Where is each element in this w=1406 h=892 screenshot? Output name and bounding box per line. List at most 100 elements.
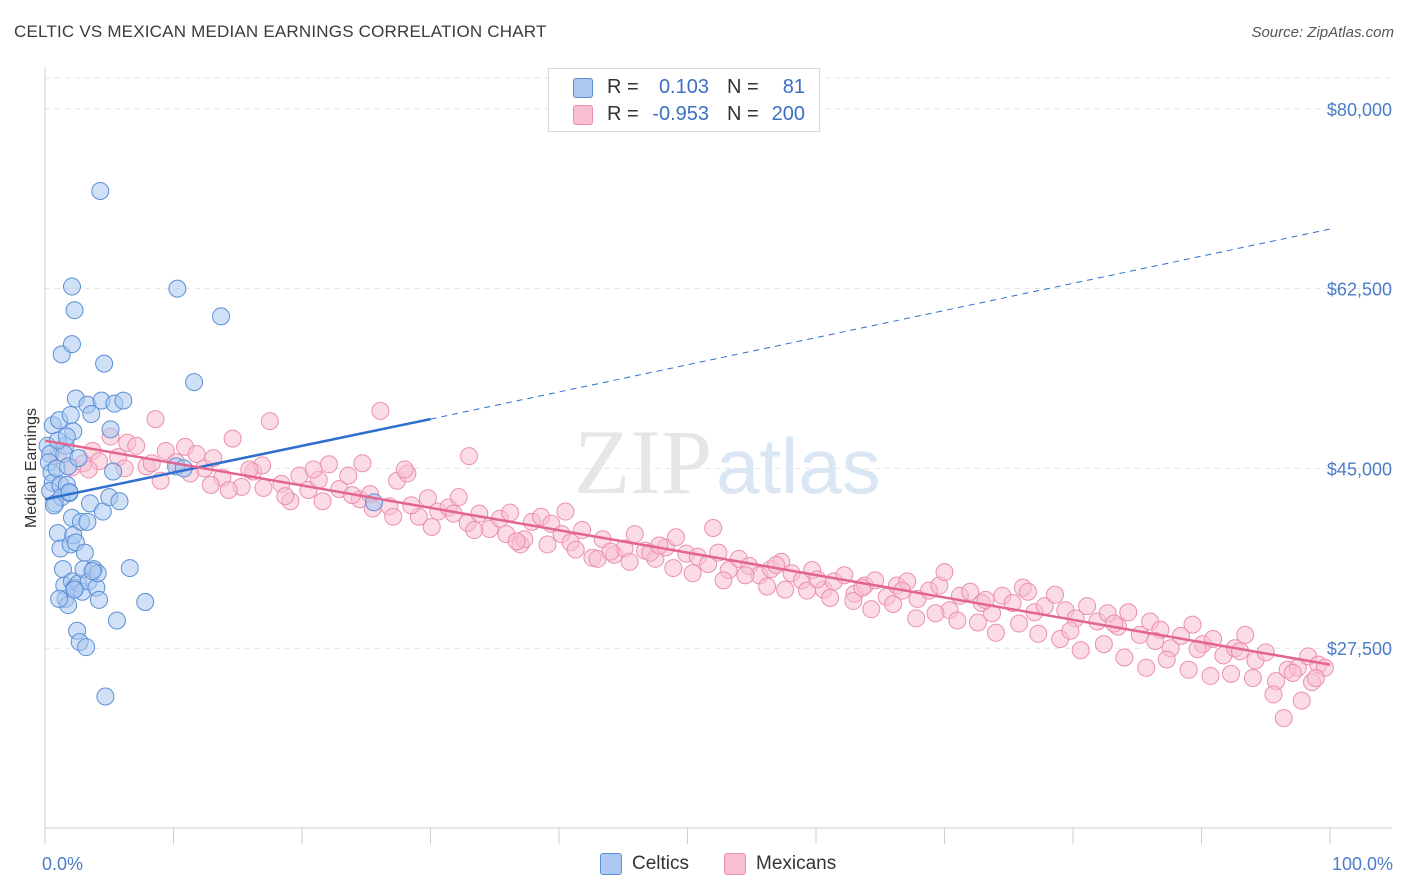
watermark-zip: ZIP — [574, 411, 712, 513]
legend-r-label: R = — [607, 76, 639, 98]
mexicans-point — [601, 542, 620, 561]
celtics-point — [110, 492, 129, 511]
mexicans-point — [465, 521, 484, 540]
y-tick-label: $62,500 — [1327, 280, 1392, 300]
mexicans-point — [704, 519, 723, 537]
mexicans-point — [844, 591, 863, 610]
mexicans-point — [470, 504, 489, 523]
mexicans-point — [371, 401, 390, 420]
mexicans-point — [1029, 624, 1048, 643]
celtics-point — [77, 638, 96, 657]
chart-title: CELTIC VS MEXICAN MEDIAN EARNINGS CORREL… — [14, 22, 547, 41]
mexicans-point — [201, 475, 220, 494]
mexicans-point — [926, 604, 945, 623]
mexicans-point — [1274, 709, 1293, 728]
mexicans-point — [460, 447, 479, 466]
celtics-point — [104, 462, 123, 481]
mexicans-point — [1146, 632, 1165, 651]
mexicans-point — [758, 577, 777, 596]
grid-lines — [45, 77, 1392, 649]
legend-n-value: 81 — [782, 76, 805, 98]
mexicans-point — [907, 609, 926, 628]
legend-r-value: -0.953 — [652, 103, 709, 125]
celtics-legend-label: Celtics — [632, 853, 690, 874]
mexicans-point — [884, 595, 903, 614]
mexicans-point — [156, 441, 175, 460]
mexicans-point — [146, 410, 165, 429]
celtics-point — [185, 373, 204, 392]
mexicans-point — [1264, 685, 1283, 704]
mexicans-point — [862, 600, 881, 619]
mexicans-point — [556, 502, 575, 521]
mexicans-point — [1010, 614, 1029, 633]
mexicans-point — [449, 488, 468, 507]
mexicans-point — [1157, 650, 1176, 669]
celtics-trend-line — [44, 417, 431, 501]
mexicans-point — [798, 581, 817, 600]
mexicans-point — [986, 623, 1005, 642]
mexicans-legend-swatch — [724, 853, 746, 875]
mexicans-point — [968, 613, 987, 632]
mexicans-legend-label: Mexicans — [756, 853, 837, 874]
celtics-point — [91, 182, 110, 201]
mexicans-point — [664, 559, 683, 578]
mexicans-point — [319, 455, 338, 474]
legend-n-label: N = — [727, 103, 759, 125]
mexicans-point — [79, 460, 98, 479]
mexicans-point — [948, 611, 967, 630]
mexicans-point — [1222, 664, 1241, 683]
celtics-point — [80, 494, 99, 513]
mexicans-point — [767, 555, 786, 574]
y-tick-label: $45,000 — [1327, 459, 1392, 479]
mexicans-point — [127, 436, 146, 455]
mexicans-point — [313, 492, 332, 511]
celtics-point — [120, 559, 139, 578]
correlation-legend: R = 0.103 N = 81 R = -0.953 N = 200 — [548, 68, 820, 132]
celtics-point — [212, 307, 231, 326]
mexicans-point — [187, 445, 206, 464]
celtics-point — [82, 404, 101, 423]
celtics-point — [168, 279, 187, 298]
mexicans-point — [223, 429, 242, 448]
mexicans-point — [736, 566, 755, 585]
celtics-point — [95, 354, 114, 373]
celtics-points — [38, 182, 383, 706]
mexicans-point — [683, 564, 702, 583]
legend-n-value: 200 — [771, 103, 805, 125]
mexicans-point — [1003, 594, 1022, 612]
tick-labels: $27,500 $45,000 $62,500 $80,000 0.0% 100.0% — [42, 100, 1393, 874]
watermark-atlas: atlas — [716, 422, 881, 510]
y-tick-label: $80,000 — [1327, 100, 1392, 120]
mexicans-point — [1236, 625, 1255, 644]
mexicans-point — [1243, 669, 1262, 687]
mexicans-point — [1137, 658, 1156, 677]
mexicans-swatch — [573, 105, 593, 125]
series-legend: Celtics Mexicans — [0, 850, 1406, 878]
mexicans-point — [566, 540, 585, 559]
mexicans-point — [395, 460, 414, 479]
mexicans-point — [384, 507, 403, 526]
mexicans-point — [1179, 660, 1198, 679]
mexicans-point — [219, 480, 238, 499]
mexicans-point — [1119, 603, 1138, 622]
mexicans-point — [961, 582, 980, 601]
celtics-point — [101, 420, 120, 439]
mexicans-point — [1019, 582, 1038, 601]
mexicans-point — [821, 588, 840, 607]
y-tick-label: $27,500 — [1327, 639, 1392, 659]
mexicans-point — [353, 454, 372, 473]
mexicans-point — [666, 528, 685, 547]
legend-n-label: N = — [727, 76, 759, 98]
mexicans-point — [276, 487, 295, 506]
celtics-point — [65, 301, 84, 320]
mexicans-point — [1292, 691, 1311, 710]
x-tick-label-min: 0.0% — [42, 854, 83, 874]
mexicans-trend-line — [44, 439, 1331, 666]
mexicans-point — [538, 535, 557, 554]
mexicans-point — [776, 580, 795, 599]
mexicans-point — [501, 503, 520, 522]
mexicans-point — [1306, 669, 1325, 687]
y-axis-label: Median Earnings — [23, 408, 40, 528]
celtics-point — [78, 512, 97, 531]
